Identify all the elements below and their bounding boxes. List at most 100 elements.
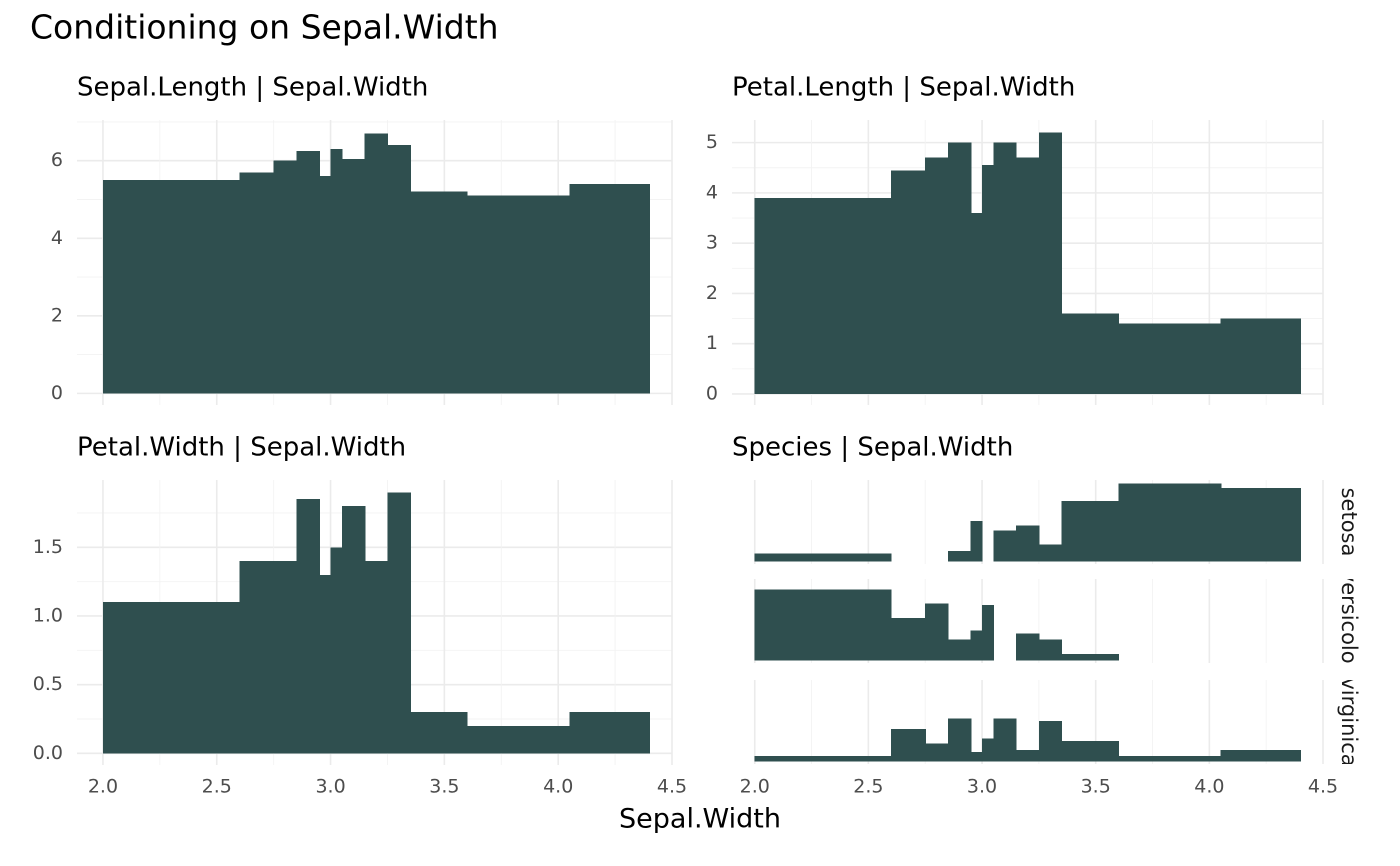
bar bbox=[273, 561, 298, 754]
bar bbox=[239, 561, 275, 754]
bar bbox=[1220, 318, 1301, 394]
bar bbox=[102, 602, 241, 754]
bar bbox=[1118, 755, 1222, 762]
x-tick-label: 3.5 bbox=[1081, 776, 1111, 798]
bar bbox=[754, 755, 892, 762]
y-tick-label: 0 bbox=[706, 382, 718, 404]
bar bbox=[754, 197, 892, 394]
bar bbox=[1038, 544, 1063, 562]
bar bbox=[319, 176, 332, 394]
bar bbox=[1061, 741, 1120, 762]
bar bbox=[1118, 483, 1222, 562]
bar bbox=[467, 195, 571, 394]
y-tick-label: 2 bbox=[51, 304, 63, 326]
y-tick-label: 0.0 bbox=[33, 742, 63, 764]
bar bbox=[1220, 488, 1301, 562]
bar bbox=[993, 142, 1017, 394]
x-tick-label: 2.5 bbox=[202, 776, 232, 798]
strip-label-group: virginica bbox=[1337, 677, 1361, 766]
bar bbox=[296, 151, 320, 394]
y-tick-label: 1 bbox=[706, 332, 718, 354]
bar bbox=[1061, 313, 1120, 394]
panel-title: Species | Sepal.Width bbox=[732, 433, 1013, 463]
x-tick-label: 3.0 bbox=[315, 776, 345, 798]
y-tick-label: 4 bbox=[51, 227, 63, 249]
bar bbox=[1016, 525, 1040, 562]
bar bbox=[1061, 501, 1120, 562]
y-tick-label: 2 bbox=[706, 282, 718, 304]
panel-title: Petal.Length | Sepal.Width bbox=[732, 73, 1075, 103]
bar bbox=[467, 725, 571, 754]
y-tick-label: 0.5 bbox=[33, 673, 63, 695]
strip-label: versicolor bbox=[1337, 570, 1361, 673]
chart-title: Conditioning on Sepal.Width bbox=[30, 8, 499, 47]
bar bbox=[387, 492, 411, 754]
y-tick-label: 1.5 bbox=[33, 536, 63, 558]
y-tick-label: 3 bbox=[706, 232, 718, 254]
bar bbox=[1038, 132, 1063, 394]
bar bbox=[982, 605, 995, 661]
x-tick-label: 3.0 bbox=[967, 776, 997, 798]
x-tick-label: 4.5 bbox=[657, 776, 687, 798]
bar bbox=[410, 191, 468, 394]
bar bbox=[970, 520, 983, 562]
y-tick-label: 1.0 bbox=[33, 604, 63, 626]
bar bbox=[754, 553, 892, 562]
strip-label: setosa bbox=[1337, 488, 1361, 557]
bar bbox=[330, 547, 343, 754]
bar bbox=[970, 751, 983, 762]
strip-label-group: setosa bbox=[1337, 488, 1361, 557]
bar bbox=[925, 157, 949, 394]
bar bbox=[1016, 750, 1040, 762]
bar bbox=[1220, 750, 1301, 762]
x-tick-label: 3.5 bbox=[429, 776, 459, 798]
bar bbox=[970, 630, 983, 661]
bar bbox=[1118, 323, 1222, 394]
bar bbox=[239, 172, 275, 394]
bar bbox=[947, 639, 972, 661]
bar bbox=[947, 550, 972, 562]
bar bbox=[947, 142, 972, 394]
bar bbox=[1038, 639, 1063, 661]
bar bbox=[1016, 157, 1040, 394]
panel-title: Sepal.Length | Sepal.Width bbox=[77, 73, 428, 103]
bar bbox=[341, 506, 366, 754]
x-tick-label: 4.0 bbox=[543, 776, 573, 798]
bar bbox=[273, 160, 298, 394]
bar bbox=[993, 718, 1017, 762]
x-tick-label: 4.0 bbox=[1194, 776, 1224, 798]
bar bbox=[925, 603, 949, 661]
bar bbox=[891, 618, 926, 661]
bar bbox=[364, 561, 389, 754]
y-tick-label: 6 bbox=[51, 149, 63, 171]
bar bbox=[754, 589, 892, 661]
bar bbox=[993, 530, 1017, 562]
bar bbox=[569, 712, 650, 754]
bar bbox=[319, 574, 332, 754]
strip-label: virginica bbox=[1337, 677, 1361, 766]
bar bbox=[410, 712, 468, 754]
bar bbox=[982, 738, 995, 762]
bar bbox=[102, 180, 241, 394]
bar bbox=[330, 149, 343, 394]
y-tick-label: 5 bbox=[706, 131, 718, 153]
bar bbox=[925, 743, 949, 762]
bar bbox=[970, 212, 983, 394]
bar bbox=[569, 183, 650, 394]
bar bbox=[296, 499, 320, 754]
bar bbox=[982, 165, 995, 394]
x-tick-label: 2.0 bbox=[88, 776, 118, 798]
bar bbox=[947, 718, 972, 762]
y-tick-label: 4 bbox=[706, 181, 718, 203]
x-axis-label: Sepal.Width bbox=[619, 804, 781, 835]
bar bbox=[1016, 633, 1040, 661]
bar bbox=[1038, 720, 1063, 762]
strip-label-group: versicolor bbox=[1337, 570, 1361, 673]
bar bbox=[1061, 654, 1120, 661]
x-tick-label: 2.5 bbox=[853, 776, 883, 798]
bar bbox=[341, 158, 366, 394]
bar bbox=[891, 170, 926, 394]
bar bbox=[891, 728, 926, 762]
bar bbox=[364, 133, 389, 394]
